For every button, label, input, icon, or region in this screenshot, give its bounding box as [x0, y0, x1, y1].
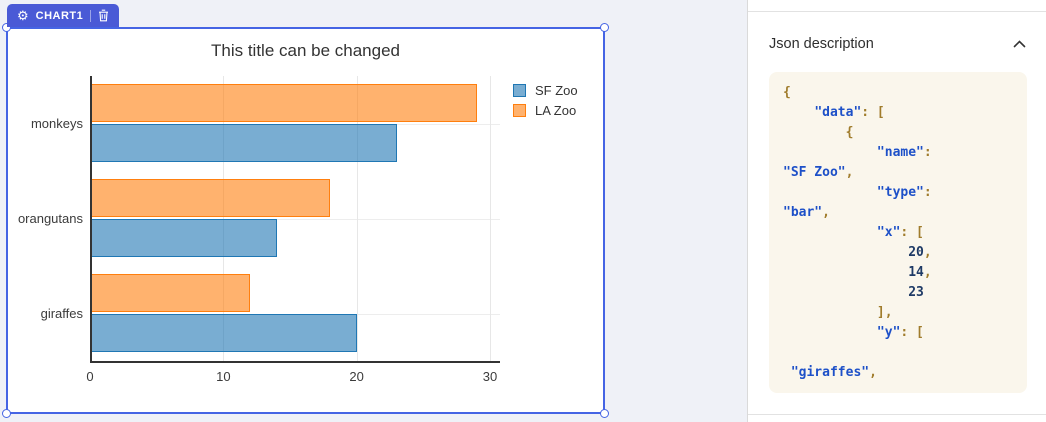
code-token: : [923, 145, 932, 160]
x-tick-label: 20 [349, 369, 364, 384]
code-token: "giraffes" [790, 365, 870, 380]
code-line: 20, [783, 243, 1013, 263]
code-token: , [845, 165, 854, 180]
code-token: "name" [876, 145, 924, 160]
code-token [783, 105, 814, 120]
plot-area: monkeys orangutans giraffes 0 10 20 30 [8, 29, 603, 412]
gear-icon[interactable]: ⚙ [17, 8, 29, 23]
code-token [783, 145, 877, 160]
code-line: "bar", [783, 203, 1013, 223]
code-token [783, 285, 908, 300]
code-line: ], [783, 303, 1013, 323]
code-line: 23 [783, 283, 1013, 303]
code-token: : [ [861, 105, 885, 120]
code-token: "SF Zoo" [783, 165, 846, 180]
code-token: 20 [908, 245, 924, 260]
code-token: , [923, 245, 932, 260]
legend-label: LA Zoo [535, 102, 577, 118]
code-token [783, 325, 877, 340]
legend-swatch [513, 103, 526, 117]
bar-sf-zoo [90, 314, 357, 352]
y-axis-line [90, 76, 92, 361]
resize-handle-bottom-right[interactable] [600, 409, 609, 418]
category-label: orangutans [17, 210, 83, 226]
code-line: "type": [783, 183, 1013, 203]
code-token: { [783, 85, 791, 100]
code-line: "SF Zoo", [783, 163, 1013, 183]
json-description-panel: Json description { "data": [ { "name": "S… [747, 0, 1046, 422]
code-token: : [923, 185, 932, 200]
chart-legend: SF Zoo LA Zoo [513, 80, 578, 120]
chart-badge-label: CHART1 [35, 9, 84, 22]
trash-icon[interactable] [98, 9, 109, 22]
legend-item[interactable]: SF Zoo [513, 80, 578, 100]
badge-divider [90, 9, 92, 22]
code-token [783, 245, 908, 260]
x-tick-label: 30 [482, 369, 498, 384]
bar-la-zoo [90, 274, 250, 312]
code-line: { [783, 123, 1013, 143]
code-token: , [869, 365, 877, 380]
code-line: "y": [ [783, 323, 1013, 343]
code-line: "data": [ [783, 103, 1013, 123]
chart-badge: ⚙ CHART1 [7, 4, 120, 27]
chevron-up-icon[interactable] [1011, 38, 1028, 50]
code-line: { [783, 83, 1013, 103]
editor-canvas[interactable]: ⚙ CHART1 This title can be changed monke… [0, 0, 747, 422]
chart-card[interactable]: This title can be changed monkeys orangut… [2, 23, 609, 418]
code-token: 14 [908, 265, 924, 280]
code-token: { [845, 125, 854, 140]
json-code-block: { "data": [ { "name": "SF Zoo", "type": "b… [769, 72, 1027, 393]
code-token: 23 [908, 285, 924, 300]
legend-item[interactable]: LA Zoo [513, 100, 578, 120]
code-token [783, 365, 791, 380]
resize-handle-top-right[interactable] [600, 23, 609, 32]
code-token: , [923, 265, 932, 280]
code-token: "y" [876, 325, 901, 340]
code-token: ], [876, 305, 893, 320]
resize-handle-top-left[interactable] [2, 23, 11, 32]
bar-sf-zoo [90, 124, 397, 162]
code-token: "type" [876, 185, 924, 200]
gridline-vertical [223, 76, 225, 361]
panel-header[interactable]: Json description [769, 36, 1028, 52]
category-label: monkeys [30, 115, 83, 131]
bar-la-zoo [90, 179, 330, 217]
code-line [783, 343, 1013, 363]
code-line: "giraffes", [783, 363, 1013, 383]
code-token [783, 125, 846, 140]
gridline-horizontal [90, 218, 500, 220]
panel-title: Json description [769, 36, 874, 52]
x-tick-label: 10 [216, 369, 231, 384]
code-token: "data" [814, 105, 862, 120]
code-token [783, 185, 877, 200]
code-token [783, 265, 908, 280]
category-label: giraffes [40, 305, 83, 321]
code-line: "name": [783, 143, 1013, 163]
code-token: : [ [900, 325, 924, 340]
code-token: "bar" [783, 205, 823, 220]
code-token: "x" [876, 225, 901, 240]
bar-la-zoo [90, 84, 477, 122]
gridline-vertical [490, 76, 491, 361]
x-tick-label: 0 [86, 369, 94, 384]
code-line: "x": [ [783, 223, 1013, 243]
x-axis-line [90, 361, 500, 363]
legend-swatch [513, 83, 526, 97]
code-token [783, 305, 877, 320]
panel-bottom-divider [748, 414, 1046, 415]
code-token: , [822, 205, 830, 220]
panel-top-divider [748, 11, 1046, 12]
code-line: 14, [783, 263, 1013, 283]
resize-handle-bottom-left[interactable] [2, 409, 11, 418]
chart-title: This title can be changed [210, 41, 400, 60]
code-token: : [ [900, 225, 924, 240]
bar-sf-zoo [90, 219, 277, 257]
gridline-vertical [356, 76, 358, 361]
code-token [783, 225, 877, 240]
legend-label: SF Zoo [535, 82, 578, 98]
